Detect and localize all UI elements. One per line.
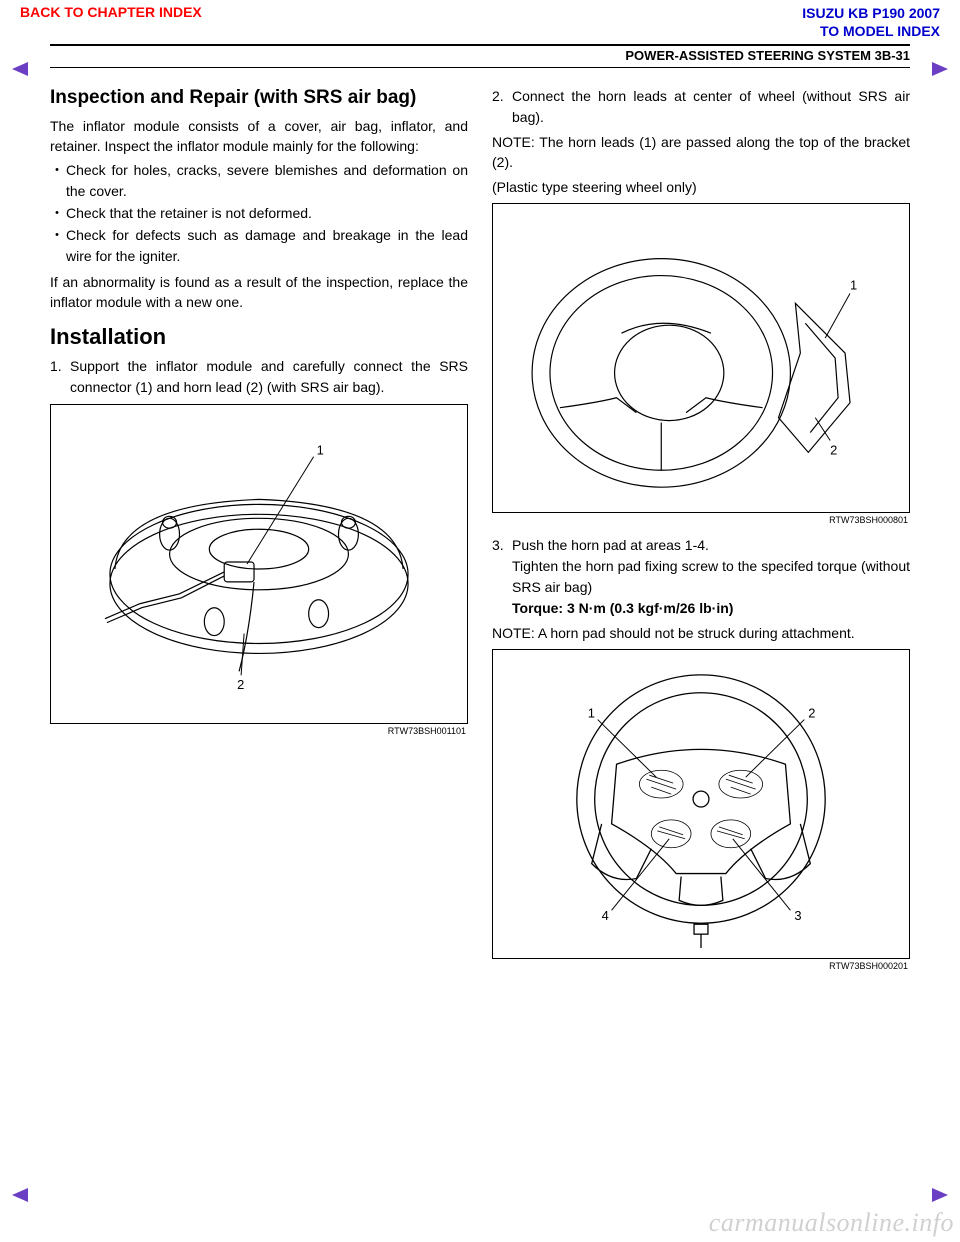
next-page-arrow-icon[interactable] [932,62,948,76]
list-item: Check for defects such as damage and bre… [50,225,468,266]
callout-1: 1 [317,443,324,458]
step-list: 1. Support the inflator module and caref… [50,356,468,398]
step-line: Tighten the horn pad fixing screw to the… [512,558,910,595]
bullet-list: Check for holes, cracks, severe blemishe… [50,160,468,265]
step-list: 2. Connect the horn leads at center of w… [492,86,910,128]
step-number: 1. [50,356,70,398]
callout-1: 1 [850,277,857,292]
next-page-arrow-icon[interactable] [932,1188,948,1202]
step-number: 3. [492,535,512,619]
horn-pad-svg: 1 2 3 4 [493,650,909,958]
model-link-block: ISUZU KB P190 2007 TO MODEL INDEX [802,4,940,40]
running-head: POWER-ASSISTED STEERING SYSTEM 3B-31 [50,48,910,68]
callout-2: 2 [808,706,815,721]
step-number: 2. [492,86,512,128]
callout-2: 2 [237,678,244,693]
step-text: Connect the horn leads at center of whee… [512,86,910,128]
two-column-layout: Inspection and Repair (with SRS air bag)… [50,82,910,981]
paragraph: The inflator module consists of a cover,… [50,116,468,157]
callout-4: 4 [602,908,609,923]
list-text: Check that the retainer is not deformed. [66,203,312,223]
model-index-link[interactable]: TO MODEL INDEX [802,22,940,40]
figure-caption: RTW73BSH000801 [492,515,908,525]
inflator-diagram-svg: 1 2 [51,405,467,723]
figure-steering-wheel-back: 1 2 [492,203,910,513]
step-line: Push the horn pad at areas 1-4. [512,537,709,553]
model-link[interactable]: ISUZU KB P190 2007 [802,4,940,22]
page-body: POWER-ASSISTED STEERING SYSTEM 3B-31 Ins… [50,44,910,981]
step-text: Push the horn pad at areas 1-4. Tighten … [512,535,910,619]
back-link[interactable]: BACK TO CHAPTER INDEX [20,4,202,40]
figure-caption: RTW73BSH000201 [492,961,908,971]
top-nav: BACK TO CHAPTER INDEX ISUZU KB P190 2007… [20,4,940,40]
list-text: Check for holes, cracks, severe blemishe… [66,160,468,201]
list-item: 2. Connect the horn leads at center of w… [492,86,910,128]
paragraph: If an abnormality is found as a result o… [50,272,468,313]
torque-spec: Torque: 3 N·m (0.3 kgf·m/26 lb·in) [512,600,733,616]
callout-2: 2 [830,442,837,457]
list-item: Check that the retainer is not deformed. [50,203,468,223]
step-text: Support the inflator module and carefull… [70,356,468,398]
note-text: NOTE: The horn leads (1) are passed alon… [492,132,910,173]
callout-1: 1 [588,706,595,721]
figure-horn-pad-areas: 1 2 3 4 [492,649,910,959]
list-item: 1. Support the inflator module and caref… [50,356,468,398]
figure-inflator-module: 1 2 [50,404,468,724]
divider [50,44,910,46]
list-text: Check for defects such as damage and bre… [66,225,468,266]
wheel-back-svg: 1 2 [493,204,909,512]
note-text: NOTE: A horn pad should not be struck du… [492,623,910,643]
step-list: 3. Push the horn pad at areas 1-4. Tight… [492,535,910,619]
right-column: 2. Connect the horn leads at center of w… [492,82,910,981]
list-item: 3. Push the horn pad at areas 1-4. Tight… [492,535,910,619]
prev-page-arrow-icon[interactable] [12,1188,28,1202]
prev-page-arrow-icon[interactable] [12,62,28,76]
left-column: Inspection and Repair (with SRS air bag)… [50,82,468,981]
heading-inspection: Inspection and Repair (with SRS air bag) [50,86,468,110]
list-item: Check for holes, cracks, severe blemishe… [50,160,468,201]
watermark: carmanualsonline.info [709,1208,954,1238]
callout-3: 3 [794,908,801,923]
note-text: (Plastic type steering wheel only) [492,177,910,197]
figure-caption: RTW73BSH001101 [50,726,466,736]
heading-installation: Installation [50,324,468,350]
